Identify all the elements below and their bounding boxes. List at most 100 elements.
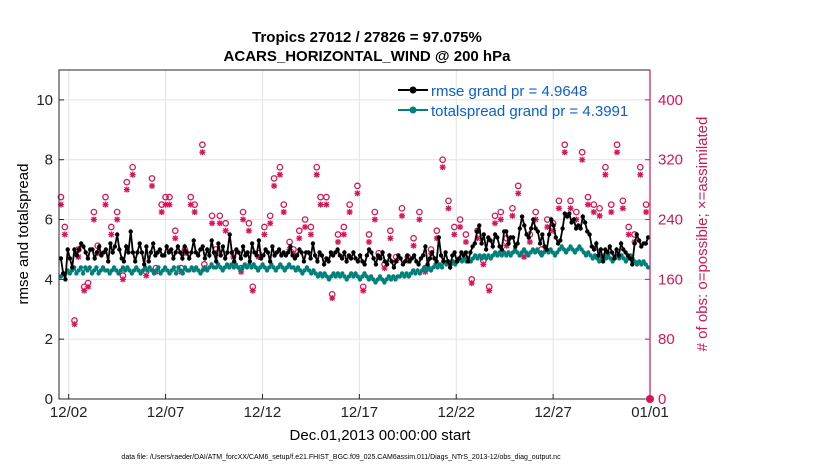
obs-assimilated-point: [451, 231, 458, 238]
obs-possible-point: [261, 223, 268, 231]
y-tick-label: 2: [45, 331, 53, 348]
rmse-point: [202, 256, 208, 261]
rmse-point: [562, 211, 567, 216]
rmse-point: [443, 250, 448, 255]
obs-possible-point: [462, 231, 470, 238]
rmse-point: [474, 229, 480, 234]
rmse-point: [553, 235, 558, 240]
y-tick-label: 6: [45, 212, 53, 229]
rmse-point: [76, 247, 82, 252]
rmse-point: [483, 247, 489, 252]
rmse-point: [205, 247, 210, 252]
rmse-point: [481, 232, 486, 237]
obs-possible-point: [313, 163, 321, 171]
rmse-point: [126, 250, 131, 255]
obs-assimilated-point: [416, 216, 423, 223]
rmse-point: [344, 259, 349, 264]
spread-point: [486, 253, 491, 258]
obs-possible-point: [625, 223, 633, 231]
rmse-point: [162, 253, 167, 258]
obs-assimilated-point: [313, 171, 320, 178]
obs-assimilated-point: [317, 201, 324, 208]
rmse-point: [407, 259, 412, 264]
rmse-point: [108, 241, 113, 246]
rmse-point: [369, 250, 374, 255]
rmse-point: [465, 259, 471, 264]
rmse-point: [198, 247, 203, 252]
rmse-point: [256, 238, 262, 243]
rmse-point: [531, 217, 536, 222]
rmse-point: [411, 253, 417, 258]
spread-point: [58, 274, 64, 279]
legend-spread-marker: [409, 106, 417, 114]
rmse-point: [146, 259, 151, 264]
rmse-point: [290, 253, 295, 258]
spread-point: [145, 268, 150, 273]
rmse-point: [216, 241, 221, 246]
obs-assimilated-point: [335, 238, 342, 245]
rmse-point: [600, 259, 606, 264]
rmse-point: [429, 250, 435, 255]
obs-possible-point: [497, 208, 505, 216]
rmse-point: [157, 247, 163, 252]
spread-point: [357, 277, 363, 282]
rmse-point: [220, 244, 226, 249]
x-tick-label: 12/22: [437, 404, 475, 421]
x-tick-label: 12/27: [534, 404, 572, 421]
rmse-point: [402, 259, 408, 264]
obs-possible-point: [590, 201, 598, 208]
rmse-point: [139, 250, 145, 255]
obs-possible-point: [216, 212, 224, 220]
obs-assimilated-point: [457, 224, 464, 231]
obs-possible-point: [398, 204, 406, 212]
rmse-point: [218, 253, 223, 258]
obs-possible-point: [509, 204, 516, 212]
rmse-point: [191, 238, 196, 243]
rmse-point: [117, 247, 122, 252]
rmse-point: [618, 241, 624, 246]
obs-assimilated-point: [307, 231, 314, 238]
obs-assimilated-point: [271, 182, 278, 189]
rmse-point: [614, 247, 619, 252]
obs-assimilated-point: [90, 216, 97, 223]
obs-possible-point: [386, 227, 394, 235]
obs-possible-point: [208, 212, 216, 220]
obs-assimilated-point: [199, 149, 206, 156]
rmse-point: [456, 256, 462, 261]
obs-assimilated-point: [216, 220, 223, 227]
rmse-point: [515, 241, 520, 246]
spread-point: [329, 274, 334, 279]
obs-assimilated-point: [608, 209, 615, 216]
spread-point: [473, 253, 478, 258]
spread-point: [273, 268, 278, 273]
rmse-point: [124, 244, 129, 249]
obs-assimilated-point: [381, 265, 388, 272]
obs-assimilated-point: [360, 287, 367, 294]
rmse-point: [499, 247, 504, 252]
spread-point: [399, 271, 405, 276]
spread-point: [643, 262, 648, 267]
obs-assimilated-point: [462, 238, 469, 245]
obs-assimilated-point: [643, 209, 650, 216]
legend-spread-label: totalspread grand pr = 4.3991: [431, 103, 628, 120]
obs-assimilated-point: [619, 205, 626, 212]
obs-possible-point: [280, 201, 288, 208]
rmse-point: [427, 256, 433, 261]
rmse-point: [357, 253, 363, 258]
obs-possible-point: [113, 208, 121, 216]
rmse-point: [645, 235, 651, 240]
rmse-point: [285, 250, 291, 255]
rmse-point: [312, 253, 318, 258]
rmse-point: [148, 250, 154, 255]
rmse-point: [632, 241, 637, 246]
obs-assimilated-point: [249, 287, 256, 294]
obs-possible-point: [340, 223, 348, 231]
obs-assimilated-point: [187, 201, 194, 208]
obs-assimilated-point: [280, 209, 287, 216]
rmse-point: [184, 250, 190, 255]
rmse-point: [391, 265, 397, 270]
rmse-point: [405, 253, 410, 258]
y2-tick-label: 320: [658, 152, 683, 169]
rmse-point: [393, 259, 399, 264]
spread-point: [87, 265, 92, 270]
